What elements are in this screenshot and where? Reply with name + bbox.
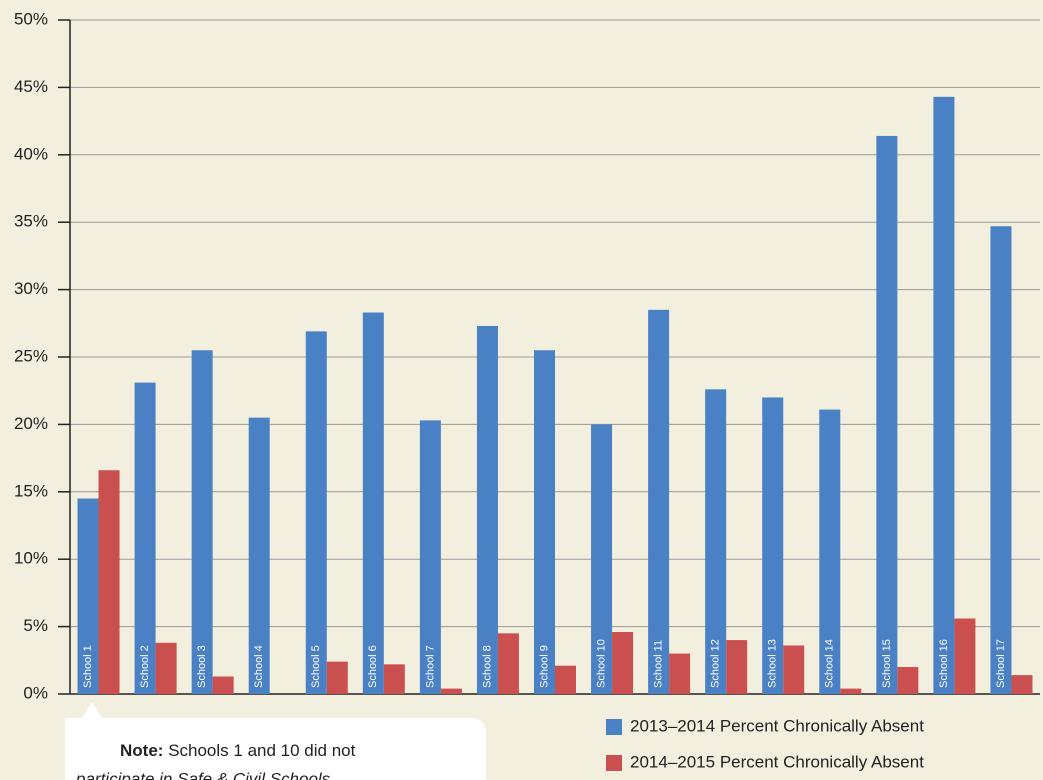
- bar: [591, 424, 613, 694]
- x-tick-label: School 9: [538, 645, 550, 688]
- bar: [77, 498, 99, 694]
- x-tick-label: School 10: [595, 639, 607, 688]
- y-tick-label: 25%: [14, 346, 48, 365]
- bar: [534, 350, 555, 694]
- bar: [840, 688, 862, 694]
- y-tick-label: 5%: [23, 616, 48, 635]
- bar: [326, 661, 348, 694]
- x-tick-label: School 17: [995, 639, 1007, 688]
- legend-swatch: [606, 719, 622, 735]
- x-tick-label: School 14: [824, 639, 836, 688]
- bar: [248, 417, 270, 694]
- legend-label: 2014–2015 Percent Chronically Absent: [630, 752, 924, 771]
- x-tick-label: School 2: [139, 645, 151, 688]
- bar: [669, 653, 691, 694]
- x-tick-label: School 3: [196, 645, 208, 688]
- legend-label: 2013–2014 Percent Chronically Absent: [630, 716, 924, 735]
- y-tick-label: 15%: [14, 481, 48, 500]
- x-tick-label: School 13: [767, 639, 779, 688]
- bar: [762, 397, 784, 694]
- note: Note: Schools 1 and 10 did not participa…: [65, 702, 486, 780]
- y-tick-label: 10%: [14, 549, 48, 568]
- bar: [876, 135, 898, 695]
- note-line: participate in Safe & Civil Schools: [75, 769, 331, 780]
- note-label: Note:: [120, 741, 163, 760]
- x-tick-label: School 8: [481, 645, 493, 688]
- x-tick-label: School 1: [82, 645, 94, 688]
- bar: [191, 350, 213, 694]
- y-tick-label: 40%: [14, 144, 48, 163]
- x-tick-label: School 11: [653, 640, 665, 688]
- bar: [476, 325, 498, 694]
- bar: [497, 633, 519, 694]
- bar: [98, 470, 120, 694]
- x-tick-label: School 4: [253, 645, 265, 688]
- note-text: Note: Schools 1 and 10 did not: [120, 741, 356, 760]
- bar: [648, 309, 670, 694]
- bar: [612, 631, 634, 694]
- y-tick-label: 35%: [14, 212, 48, 231]
- bar: [954, 618, 976, 694]
- y-tick-label: 20%: [14, 414, 48, 433]
- y-tick-label: 0%: [23, 683, 48, 702]
- bar: [305, 331, 327, 694]
- bar: [555, 665, 576, 694]
- bar: [212, 676, 234, 694]
- bar: [383, 664, 405, 694]
- bar: [897, 667, 919, 694]
- bar: [933, 96, 955, 694]
- bar: [1011, 675, 1033, 694]
- y-tick-label: 30%: [14, 279, 48, 298]
- bar: [705, 389, 727, 694]
- bar: [783, 645, 805, 694]
- bar: [990, 226, 1012, 694]
- bar: [819, 409, 841, 694]
- y-tick-label: 45%: [14, 77, 48, 96]
- note-box: [65, 702, 486, 780]
- x-tick-label: School 16: [938, 639, 950, 688]
- note-line: Schools 1 and 10 did not: [168, 741, 355, 760]
- bar: [726, 640, 748, 694]
- x-tick-label: School 7: [424, 645, 436, 688]
- bar: [362, 312, 384, 694]
- x-tick-label: School 5: [310, 645, 322, 688]
- x-tick-label: School 15: [881, 639, 893, 688]
- bar: [134, 382, 156, 694]
- bar: [419, 420, 441, 694]
- bar: [155, 642, 177, 694]
- bar: [440, 688, 462, 694]
- legend-swatch: [606, 755, 622, 771]
- x-tick-label: School 12: [710, 639, 722, 688]
- x-tick-label: School 6: [367, 645, 379, 688]
- y-tick-label: 50%: [14, 9, 48, 28]
